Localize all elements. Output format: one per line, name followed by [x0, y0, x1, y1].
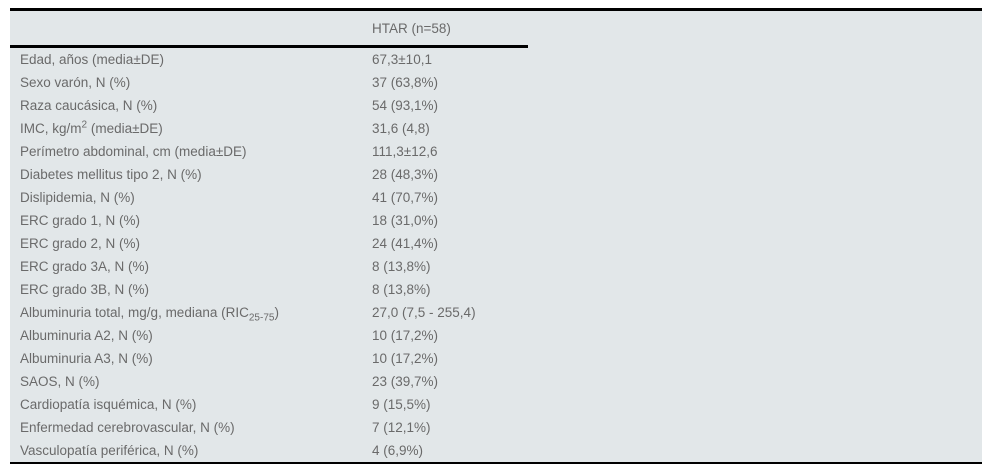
row-value: 4 (6,9%) [372, 443, 424, 458]
table-row: Albuminuria total, mg/g, mediana (RIC25-… [10, 301, 982, 324]
row-label: IMC, kg/m2 (media±DE) [10, 119, 372, 136]
row-label: Albuminuria total, mg/g, mediana (RIC25-… [10, 305, 372, 323]
row-label: Enfermedad cerebrovascular, N (%) [20, 420, 235, 435]
table-row: Vasculopatía periférica, N (%) 4 (6,9%) [10, 439, 982, 462]
row-value: 31,6 (4,8) [372, 121, 430, 136]
table-row: Perímetro abdominal, cm (media±DE) 111,3… [10, 140, 982, 163]
table-row: Edad, años (media±DE) 67,3±10,1 [10, 48, 982, 71]
row-value: 10 (17,2%) [372, 328, 439, 343]
row-label: Sexo varón, N (%) [20, 75, 131, 90]
header-col-htar: HTAR (n=58) [372, 20, 451, 36]
row-value: 8 (13,8%) [372, 282, 431, 297]
row-value: 41 (70,7%) [372, 190, 439, 205]
row-label: ERC grado 1, N (%) [20, 213, 141, 228]
table-row: Raza caucásica, N (%) 54 (93,1%) [10, 94, 982, 117]
row-value: 28 (48,3%) [372, 167, 439, 182]
row-value: 111,3±12,6 [372, 144, 438, 159]
row-value: 37 (63,8%) [372, 75, 439, 90]
table-row: Enfermedad cerebrovascular, N (%) 7 (12,… [10, 416, 982, 439]
table-row: ERC grado 2, N (%) 24 (41,4%) [10, 232, 982, 255]
row-label: ERC grado 2, N (%) [20, 236, 141, 251]
row-label: Raza caucásica, N (%) [20, 98, 158, 113]
row-label: Albuminuria A3, N (%) [20, 351, 153, 366]
header-divider [10, 45, 528, 48]
table-row: ERC grado 1, N (%) 18 (31,0%) [10, 209, 982, 232]
row-label: Albuminuria A2, N (%) [20, 328, 153, 343]
row-label: Vasculopatía periférica, N (%) [20, 443, 199, 458]
row-value: 23 (39,7%) [372, 374, 439, 389]
subscript-25-75: 25-75 [248, 312, 275, 324]
row-value: 18 (31,0%) [372, 213, 439, 228]
row-value: 8 (13,8%) [372, 259, 431, 274]
table-row: SAOS, N (%) 23 (39,7%) [10, 370, 982, 393]
row-label-text: ) [274, 305, 279, 320]
table-row: Albuminuria A3, N (%) 10 (17,2%) [10, 347, 982, 370]
row-label: SAOS, N (%) [20, 374, 100, 389]
row-label: ERC grado 3B, N (%) [20, 282, 150, 297]
row-value: 10 (17,2%) [372, 351, 439, 366]
row-label: Diabetes mellitus tipo 2, N (%) [20, 167, 202, 182]
row-value: 27,0 (7,5 - 255,4) [372, 305, 476, 320]
row-value: 9 (15,5%) [372, 397, 431, 412]
table-header-row: HTAR (n=58) [10, 11, 982, 45]
table-row: IMC, kg/m2 (media±DE) 31,6 (4,8) [10, 117, 982, 140]
table-row: Diabetes mellitus tipo 2, N (%) 28 (48,3… [10, 163, 982, 186]
row-label: Dislipidemia, N (%) [20, 190, 135, 205]
row-value: 67,3±10,1 [372, 52, 432, 67]
table-row: ERC grado 3A, N (%) 8 (13,8%) [10, 255, 982, 278]
row-label: Edad, años (media±DE) [20, 52, 164, 67]
row-label: Perímetro abdominal, cm (media±DE) [20, 144, 247, 159]
superscript-2: 2 [81, 119, 88, 131]
row-label: Cardiopatía isquémica, N (%) [20, 397, 197, 412]
row-value: 54 (93,1%) [372, 98, 439, 113]
table-row: Albuminuria A2, N (%) 10 (17,2%) [10, 324, 982, 347]
row-value: 7 (12,1%) [372, 420, 431, 435]
row-label-text: Albuminuria total, mg/g, mediana (RIC [20, 305, 249, 320]
row-label-text: (media±DE) [87, 121, 163, 136]
table-row: Cardiopatía isquémica, N (%) 9 (15,5%) [10, 393, 982, 416]
patient-characteristics-table: HTAR (n=58) Edad, años (media±DE) 67,3±1… [10, 8, 982, 464]
table-row: Sexo varón, N (%) 37 (63,8%) [10, 71, 982, 94]
table-row: ERC grado 3B, N (%) 8 (13,8%) [10, 278, 982, 301]
row-value: 24 (41,4%) [372, 236, 439, 251]
table-body: Edad, años (media±DE) 67,3±10,1 Sexo var… [10, 48, 982, 462]
row-label-text: IMC, kg/m [20, 121, 82, 136]
row-label: ERC grado 3A, N (%) [20, 259, 150, 274]
table-row: Dislipidemia, N (%) 41 (70,7%) [10, 186, 982, 209]
